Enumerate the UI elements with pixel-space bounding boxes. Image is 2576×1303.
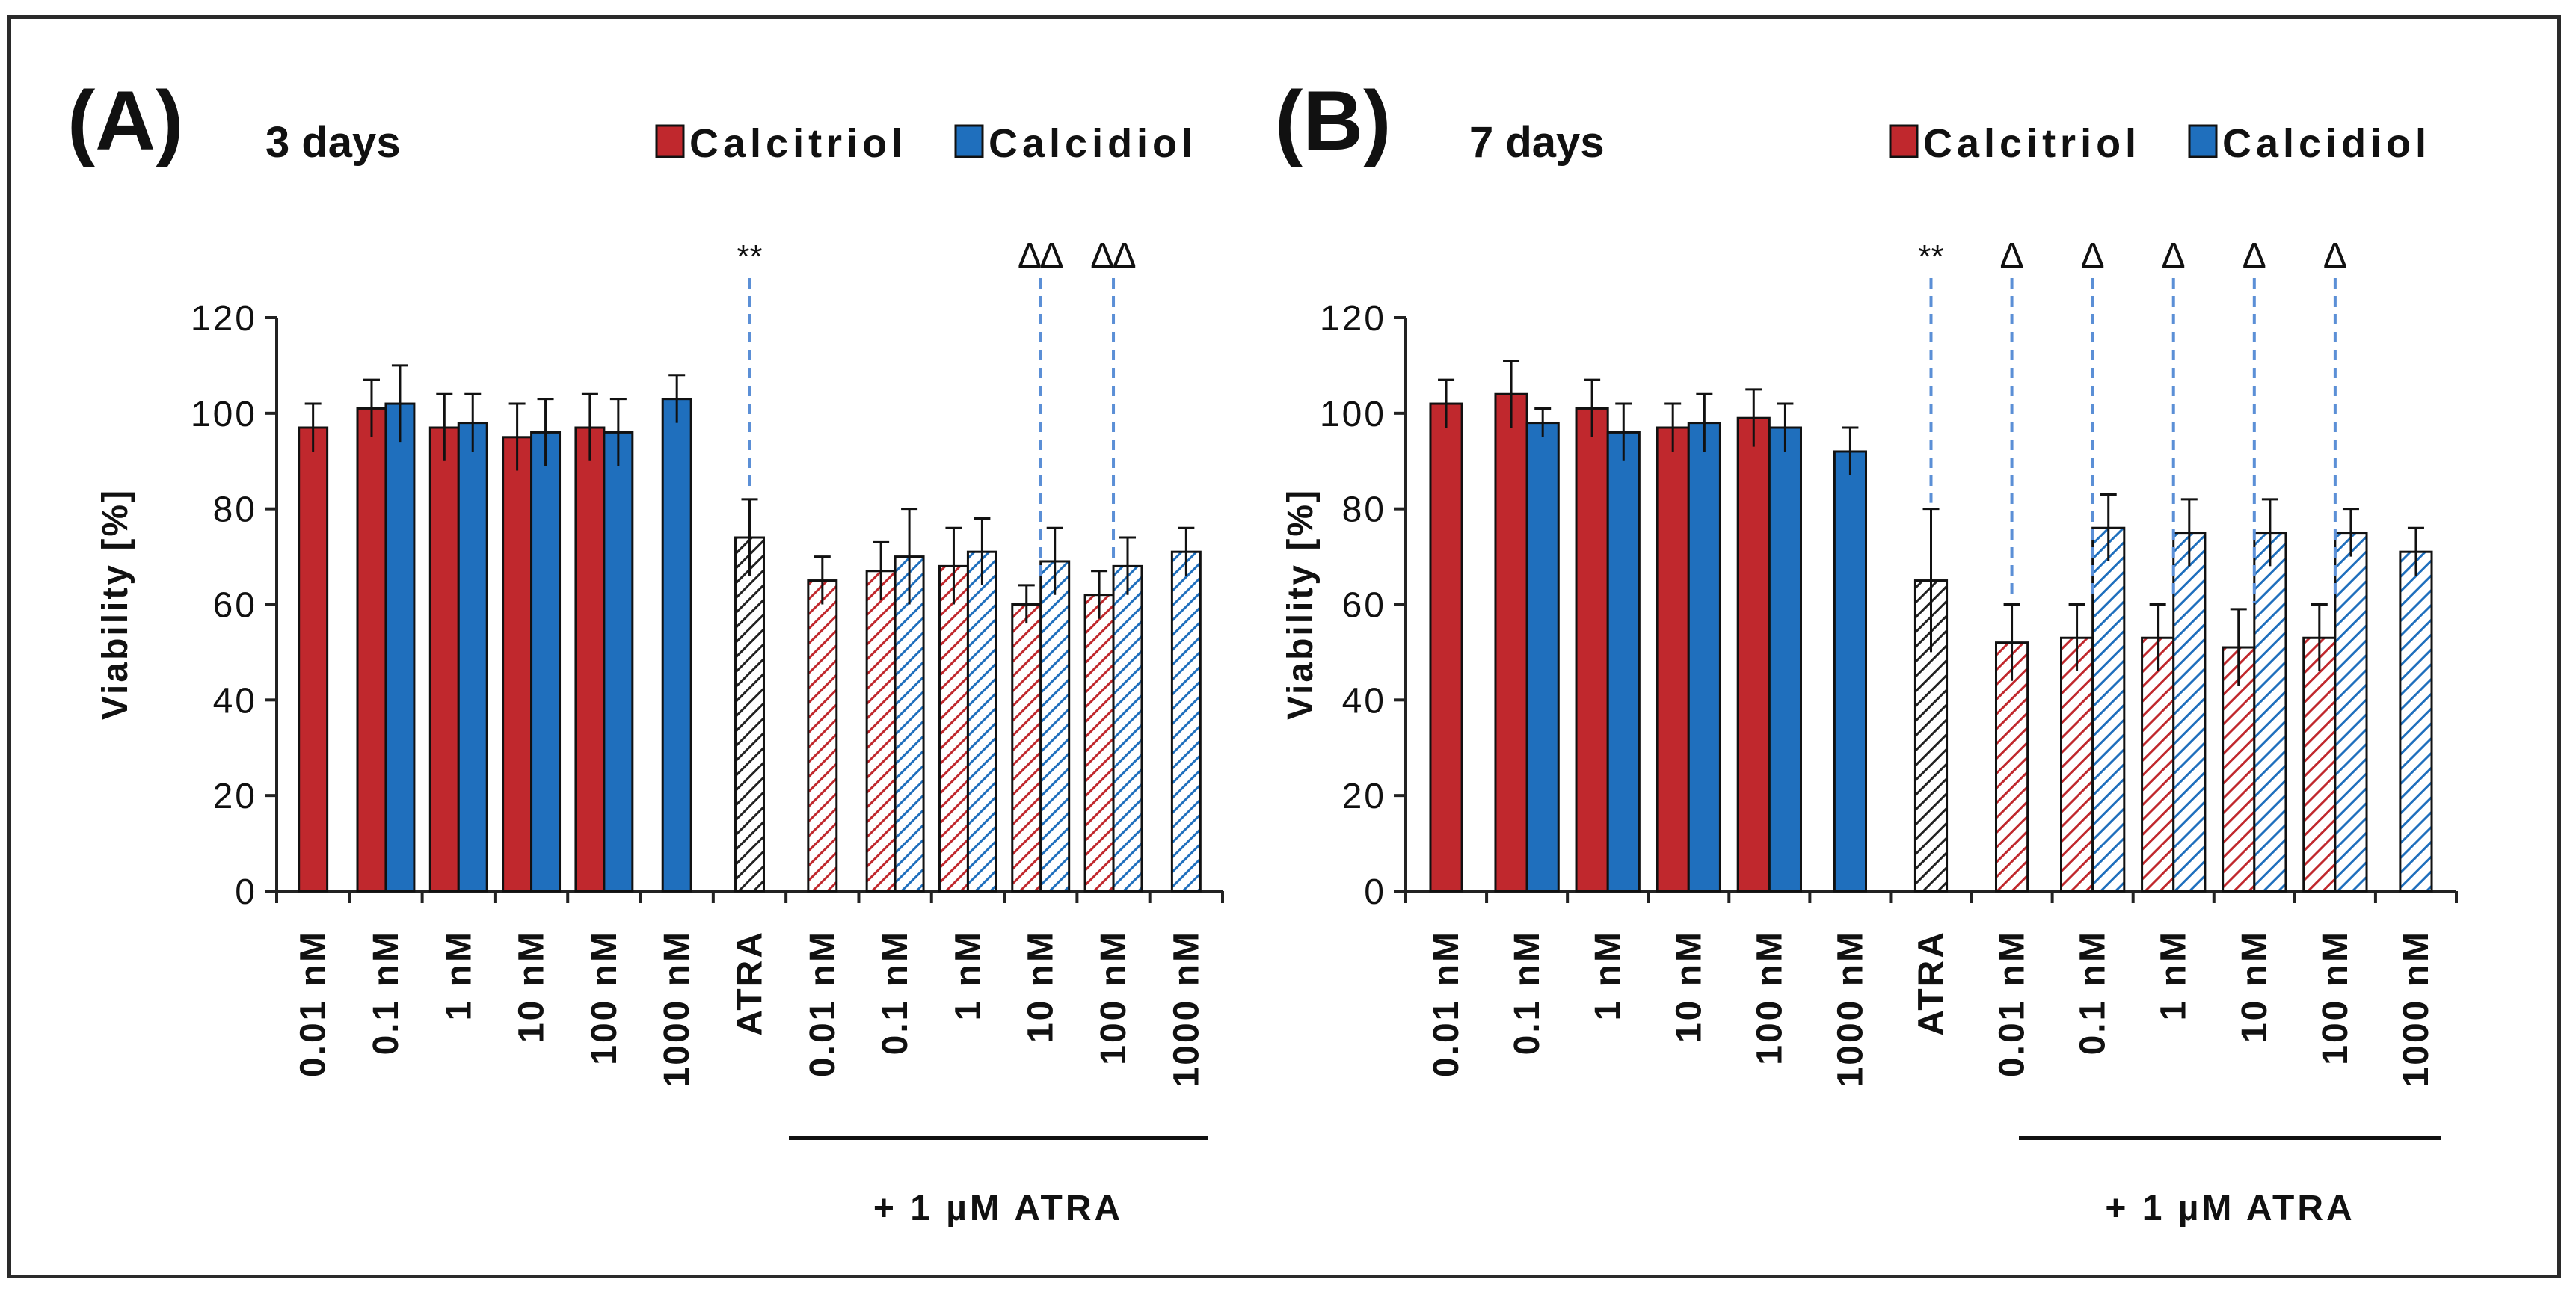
x-tick-label: 0.1 nM (1507, 930, 1547, 1055)
bar-calcidiol (1112, 564, 1143, 893)
x-tick-label: 1 nM (2154, 930, 2194, 1020)
y-tick-label: 20 (213, 777, 257, 816)
y-tick-label: 40 (1342, 681, 1386, 721)
legend-swatch-calcitriol (1889, 124, 1919, 158)
bar-calcitriol (2141, 636, 2175, 893)
y-tick-label: 40 (213, 681, 257, 721)
legend-label-calcidiol: Calcidiol (2222, 121, 2431, 166)
x-tick-label: 0.01 nM (803, 930, 843, 1077)
panel-title: 7 days (1469, 118, 1605, 167)
bar-calcitriol (2302, 636, 2337, 893)
x-tick-label: 1000 nM (2397, 930, 2436, 1087)
bar-calcidiol (1170, 550, 1202, 893)
x-tick-label: 10 nM (1669, 930, 1709, 1043)
bar-calcitriol (2222, 646, 2256, 893)
bar-calcitriol (1494, 392, 1528, 893)
x-tick-label: 1000 nM (657, 930, 697, 1087)
x-tick-label: 1 nM (948, 930, 988, 1020)
bar-calcidiol (2253, 532, 2287, 893)
significance-marker: ∆ (2162, 236, 2185, 276)
y-tick-label: 120 (191, 299, 257, 339)
y-tick-label: 0 (235, 872, 257, 912)
bar-calcidiol (2091, 526, 2126, 893)
significance-marker: ∆∆ (1018, 236, 1063, 276)
bar-calcitriol (428, 426, 460, 893)
legend-swatch-calcidiol (954, 124, 984, 158)
x-tick-label: 10 nM (512, 930, 552, 1043)
significance-marker: ∆∆ (1092, 236, 1136, 276)
legend: Calcitriol Calcidiol (655, 121, 1197, 166)
bar-calcidiol (1606, 431, 1641, 893)
y-tick-label: 100 (191, 395, 257, 434)
x-tick-label: 100 nM (2316, 930, 2355, 1065)
bar-calcidiol (1768, 426, 1802, 893)
bar-calcidiol (2399, 550, 2433, 893)
significance-marker: ** (737, 238, 762, 275)
legend-label-calcidiol: Calcidiol (989, 121, 1197, 166)
y-axis-label: Viability [%] (96, 488, 135, 720)
x-tick-label: 100 nM (1094, 930, 1134, 1065)
bar-calcidiol (1687, 422, 1721, 893)
x-tick-label: 10 nM (2235, 930, 2275, 1043)
y-tick-label: 0 (1364, 872, 1386, 912)
bar-calcidiol (384, 402, 416, 893)
x-tick-label: 0.01 nM (1993, 930, 2032, 1077)
x-tick-label: 1000 nM (1166, 930, 1206, 1087)
bar-calcitriol (1995, 641, 2029, 893)
y-tick-label: 60 (213, 586, 257, 626)
bar-calcidiol (457, 422, 488, 893)
x-tick-label: ATRA (1912, 930, 1952, 1036)
panel-title: 3 days (265, 118, 401, 167)
legend-label-calcitriol: Calcitriol (689, 121, 907, 166)
x-tick-label: 10 nM (1021, 930, 1061, 1043)
significance-marker: ∆ (2082, 236, 2104, 276)
x-tick-label: 0.01 nM (294, 930, 333, 1077)
panel-b: (B) 7 days Calcitriol Calcidiol 0 20 40 60 80 100… (1275, 74, 2458, 1228)
bar-calcitriol (938, 564, 969, 893)
x-tick-label: ATRA (731, 930, 770, 1036)
significance-marker: ∆ (2001, 236, 2023, 276)
bar-calcidiol (661, 398, 692, 893)
legend: Calcitriol Calcidiol (1889, 121, 2431, 166)
y-tick-label: 60 (1342, 586, 1386, 626)
bar-calcidiol (966, 550, 997, 893)
y-tick-label: 100 (1320, 395, 1386, 434)
panel-label: (A) (67, 74, 183, 167)
panel-label: (B) (1275, 74, 1391, 167)
bar-calcidiol (2172, 532, 2207, 893)
legend-swatch-calcidiol (2188, 124, 2218, 158)
x-tick-label: 100 nM (1750, 930, 1789, 1065)
y-tick-label: 80 (1342, 490, 1386, 530)
y-axis-label: Viability [%] (1281, 488, 1321, 720)
y-tick-label: 120 (1320, 299, 1386, 339)
y-tick-label: 80 (213, 490, 257, 530)
significance-marker: ∆ (2324, 236, 2346, 276)
x-tick-label: 1 nM (1588, 930, 1628, 1020)
x-tick-label: 100 nM (585, 930, 624, 1065)
bar-calcitriol (2060, 636, 2094, 893)
figure-border (7, 15, 2561, 1278)
x-tick-label: 0.1 nM (366, 930, 406, 1055)
legend-label-calcitriol: Calcitriol (1923, 121, 2141, 166)
bar-calcidiol (1525, 422, 1560, 893)
panel-a: (A) 3 days Calcitriol Calcidiol 0 20 40 60 80 100… (67, 74, 1224, 1228)
legend-swatch-calcitriol (655, 124, 685, 158)
x-tick-label: 0.1 nM (876, 930, 915, 1055)
atra-group-label: + 1 µM ATRA (2105, 1189, 2355, 1228)
bar-calcidiol (1833, 450, 1867, 893)
x-tick-label: 0.1 nM (2074, 930, 2113, 1055)
significance-marker: ** (1918, 238, 1943, 275)
y-tick-label: 20 (1342, 777, 1386, 816)
x-tick-label: 1000 nM (1830, 930, 1870, 1087)
significance-marker: ∆ (2243, 236, 2266, 276)
x-tick-label: 1 nM (439, 930, 479, 1020)
x-tick-label: 0.01 nM (1427, 930, 1466, 1077)
atra-group-label: + 1 µM ATRA (873, 1189, 1123, 1228)
bar-calcitriol (356, 407, 387, 893)
